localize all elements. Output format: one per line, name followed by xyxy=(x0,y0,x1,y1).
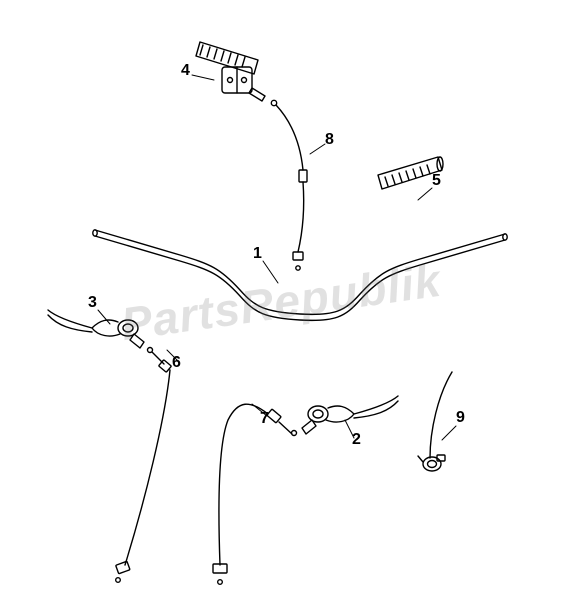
callout-7: 7 xyxy=(260,411,269,427)
callout-6: 6 xyxy=(172,355,181,371)
callout-9: 9 xyxy=(456,410,465,426)
diagram-canvas: PartsRepublik 1 2 3 4 5 6 7 8 9 xyxy=(0,0,562,604)
callout-lines xyxy=(98,75,456,440)
diagram-svg xyxy=(0,0,562,604)
callout-5: 5 xyxy=(432,173,441,189)
clutch-cable xyxy=(116,348,172,583)
throttle-grip-assembly xyxy=(196,42,265,101)
kill-switch-cable xyxy=(418,372,452,471)
callout-3: 3 xyxy=(88,295,97,311)
callout-8: 8 xyxy=(325,132,334,148)
callout-2: 2 xyxy=(352,432,361,448)
brake-cable xyxy=(213,404,297,584)
callout-1: 1 xyxy=(253,246,262,262)
throttle-cable xyxy=(271,100,307,270)
callout-4: 4 xyxy=(181,63,190,79)
brake-lever-right xyxy=(302,396,398,434)
clutch-lever-left xyxy=(48,310,144,348)
